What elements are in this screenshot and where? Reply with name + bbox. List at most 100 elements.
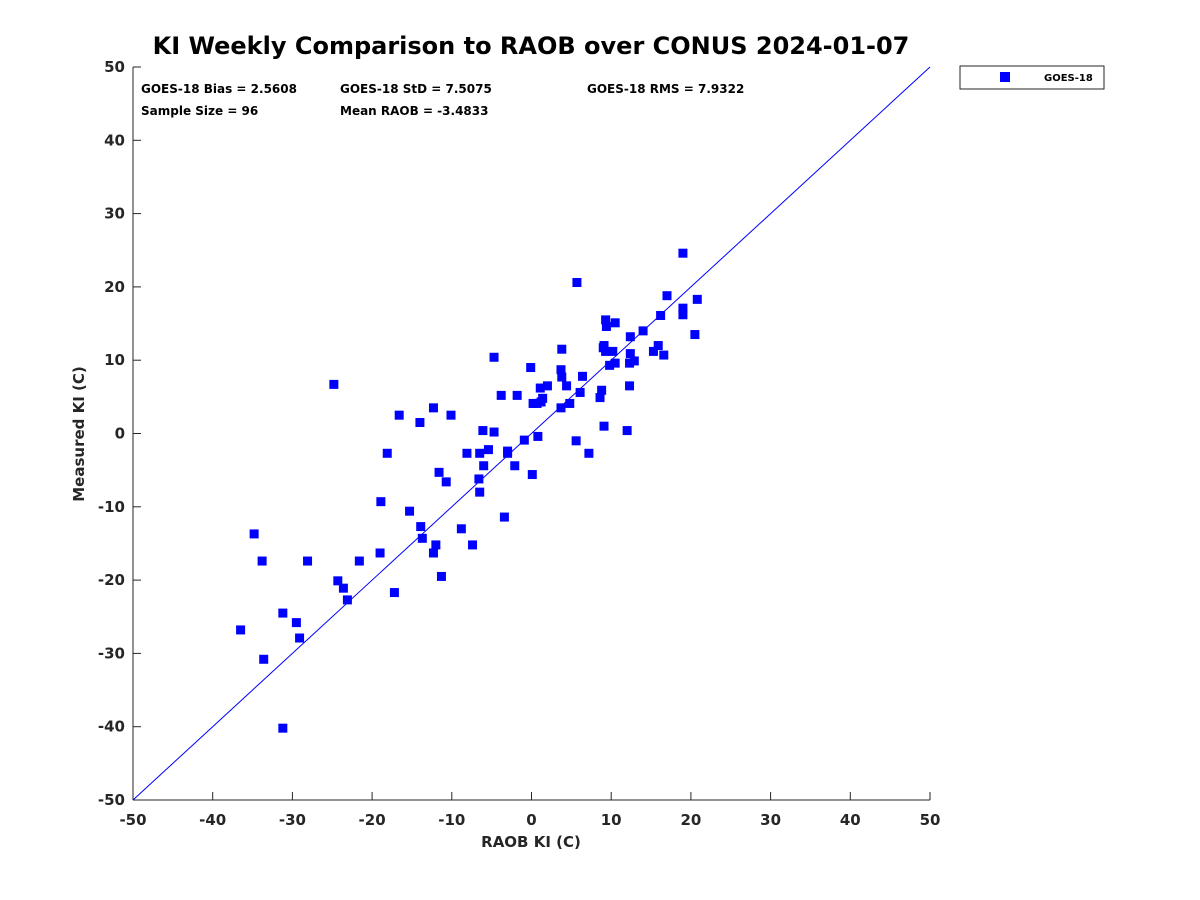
data-point [441, 477, 451, 487]
data-point [415, 418, 425, 428]
x-tick-label: -30 [279, 811, 306, 829]
chart-title: KI Weekly Comparison to RAOB over CONUS … [153, 32, 910, 60]
data-point [376, 497, 386, 507]
data-point [601, 321, 611, 331]
data-point [678, 303, 688, 313]
y-tick-label: 40 [104, 131, 125, 149]
x-axis-ticks: -50 -40 -30 -20 -10 0 10 20 30 40 50 [119, 792, 940, 829]
data-points [236, 248, 702, 733]
data-point [542, 381, 552, 391]
data-point [584, 448, 594, 458]
data-point [333, 576, 343, 586]
data-point [605, 360, 615, 370]
x-axis-label: RAOB KI (C) [481, 833, 581, 851]
data-point [436, 571, 446, 581]
y-tick-label: -30 [98, 644, 125, 662]
data-point [575, 387, 585, 397]
data-point [405, 506, 415, 516]
data-point [475, 448, 485, 458]
y-tick-label: 50 [104, 58, 125, 76]
data-point [610, 358, 620, 368]
stat-bias: GOES-18 Bias = 2.5608 [141, 82, 297, 96]
data-point [557, 344, 567, 354]
legend: GOES-18 [959, 65, 1105, 90]
data-point [249, 529, 259, 539]
data-point [295, 633, 305, 643]
data-point [303, 556, 313, 566]
data-point [236, 625, 246, 635]
data-point [526, 363, 536, 373]
x-tick-label: -40 [199, 811, 226, 829]
x-tick-label: -50 [119, 811, 146, 829]
data-point [479, 461, 489, 471]
data-point [572, 278, 582, 288]
data-point [329, 379, 339, 389]
stat-rms: GOES-18 RMS = 7.9322 [587, 82, 744, 96]
y-tick-label: -20 [98, 571, 125, 589]
data-point [578, 371, 588, 381]
one-to-one-line [132, 66, 931, 801]
data-point [428, 548, 438, 558]
data-point [468, 540, 478, 550]
data-point [503, 446, 513, 456]
x-tick-label: -10 [438, 811, 465, 829]
data-point [625, 332, 635, 342]
data-point [601, 346, 611, 356]
y-tick-label: 0 [115, 425, 125, 443]
legend-marker-goes-18 [1000, 72, 1010, 82]
data-point [692, 294, 702, 304]
data-point [499, 512, 509, 522]
data-point [538, 393, 548, 403]
data-point [278, 723, 288, 733]
data-point [595, 393, 605, 403]
x-tick-label: 50 [920, 811, 941, 829]
data-point [512, 390, 522, 400]
data-point [489, 427, 499, 437]
data-point [489, 352, 499, 362]
data-point [382, 448, 392, 458]
data-point [278, 608, 288, 618]
data-point [597, 385, 607, 395]
x-tick-label: 10 [601, 811, 622, 829]
data-point [610, 318, 620, 328]
data-point [478, 426, 488, 436]
data-point [462, 448, 472, 458]
data-point [678, 310, 688, 320]
data-point [662, 291, 672, 301]
data-point [601, 315, 611, 325]
x-tick-label: 0 [526, 811, 536, 829]
data-point [625, 358, 635, 368]
stat-mean-raob: Mean RAOB = -3.4833 [340, 104, 488, 118]
x-tick-label: -20 [359, 811, 386, 829]
data-point [625, 349, 635, 359]
y-tick-label: 20 [104, 278, 125, 296]
data-point [519, 435, 529, 445]
data-point [416, 522, 426, 532]
x-tick-label: 20 [680, 811, 701, 829]
data-point [291, 618, 301, 628]
legend-label-goes-18: GOES-18 [1044, 73, 1093, 84]
data-point [533, 431, 543, 441]
data-point [557, 372, 567, 382]
data-point [389, 588, 399, 598]
y-axis-ticks: 50 40 30 20 10 0 -10 -20 -30 -40 -50 [98, 58, 141, 809]
data-point [599, 421, 609, 431]
stat-sample-size: Sample Size = 96 [141, 104, 258, 118]
y-tick-label: -50 [98, 791, 125, 809]
data-point [648, 346, 658, 356]
data-point [556, 365, 566, 375]
data-point [638, 326, 648, 336]
data-point [622, 426, 632, 436]
data-point [257, 556, 267, 566]
reference-line-group [132, 66, 931, 801]
data-point [562, 381, 572, 391]
data-point [475, 487, 485, 497]
y-tick-label: -40 [98, 718, 125, 736]
data-point [527, 470, 537, 480]
data-point [456, 524, 466, 534]
data-point [535, 383, 545, 393]
data-point [259, 654, 269, 664]
data-point [625, 381, 635, 391]
data-point [434, 467, 444, 477]
data-point [571, 436, 581, 446]
